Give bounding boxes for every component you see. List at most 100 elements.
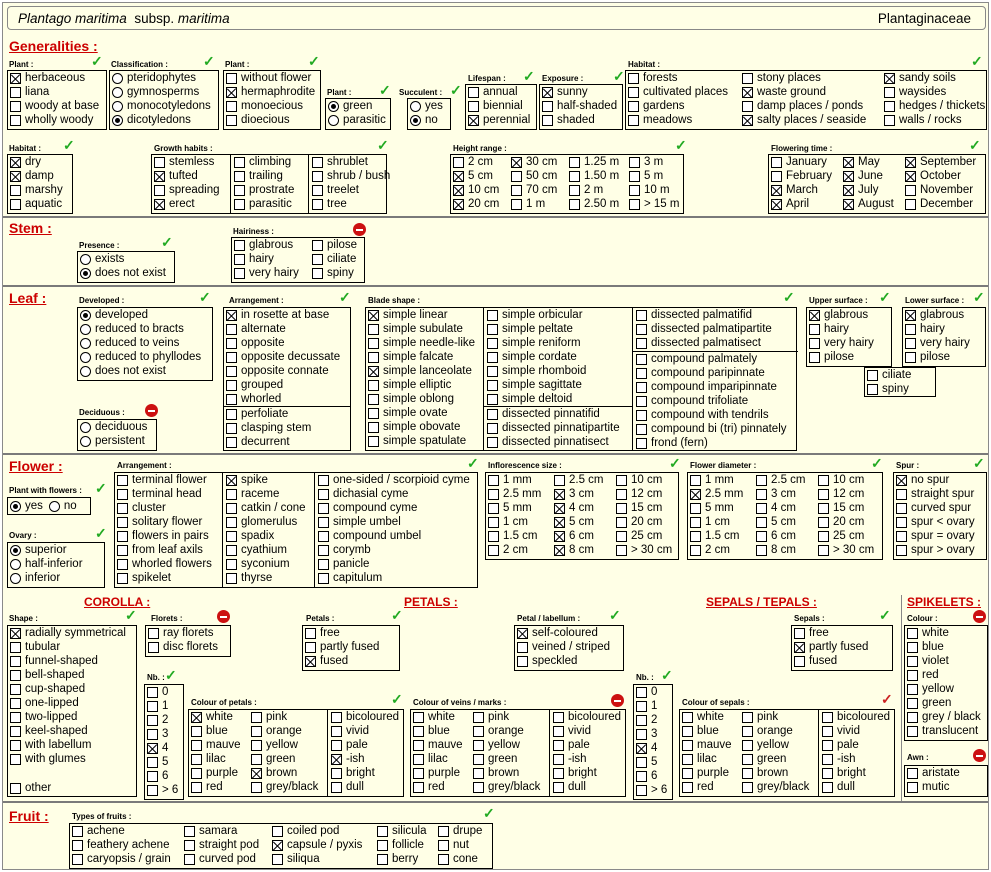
checkbox[interactable]	[368, 421, 379, 433]
checkbox[interactable]	[636, 423, 647, 435]
option-l-arr1[interactable]: whorled	[224, 392, 340, 406]
checkbox[interactable]	[907, 697, 918, 709]
checkbox[interactable]	[884, 114, 895, 126]
checkbox[interactable]	[616, 502, 627, 514]
checkbox[interactable]	[438, 825, 449, 837]
option-l-b3a[interactable]: dissected palmatifid	[634, 308, 772, 322]
checkbox[interactable]	[305, 655, 316, 667]
option-l-b2a[interactable]: simple sagittate	[485, 378, 586, 392]
checkbox[interactable]	[368, 309, 379, 321]
checkbox[interactable]	[756, 544, 767, 556]
checkbox[interactable]	[226, 100, 237, 112]
checkbox[interactable]	[331, 781, 342, 793]
checkbox[interactable]	[117, 558, 128, 570]
option-l-b2a[interactable]: simple rhomboid	[485, 364, 586, 378]
checkbox[interactable]	[117, 572, 128, 584]
option-f-d3[interactable]: > 30 cm	[816, 543, 874, 557]
option-l-dev[interactable]: reduced to veins	[78, 336, 212, 350]
checkbox[interactable]	[72, 839, 83, 851]
option-g-hab1a[interactable]: cultivated places	[626, 85, 728, 99]
option-g-gr2[interactable]: trailing	[232, 169, 294, 183]
option-c-nb[interactable]: 1	[145, 699, 183, 713]
option-e-c1[interactable]: lilac	[680, 752, 732, 766]
checkbox[interactable]	[682, 753, 693, 765]
checkbox[interactable]	[226, 572, 237, 584]
checkbox[interactable]	[629, 198, 640, 210]
option-f-a1[interactable]: terminal head	[115, 487, 212, 501]
radio-button[interactable]	[80, 253, 91, 265]
checkbox[interactable]	[756, 488, 767, 500]
option-v-c3[interactable]: -ish	[551, 752, 621, 766]
checkbox[interactable]	[184, 853, 195, 865]
option-g-h1[interactable]: 2 cm	[451, 155, 499, 169]
checkbox[interactable]	[636, 700, 647, 712]
checkbox[interactable]	[818, 530, 829, 542]
option-f-i1[interactable]: 1 cm	[486, 515, 541, 529]
option-l-cs[interactable]: spiny	[865, 382, 935, 396]
option-e-nb[interactable]: 2	[634, 713, 672, 727]
option-l-dec[interactable]: persistent	[78, 434, 156, 448]
checkbox[interactable]	[148, 641, 159, 653]
option-e-c3[interactable]: vivid	[820, 724, 890, 738]
checkbox[interactable]	[184, 825, 195, 837]
option-g-succ[interactable]: yes	[408, 99, 450, 113]
checkbox[interactable]	[636, 381, 647, 393]
option-e-c3[interactable]: -ish	[820, 752, 890, 766]
checkbox[interactable]	[511, 198, 522, 210]
checkbox[interactable]	[251, 781, 262, 793]
checkbox[interactable]	[10, 627, 21, 639]
option-g-expo[interactable]: half-shaded	[540, 99, 622, 113]
option-e-nb[interactable]: 6	[634, 769, 672, 783]
checkbox[interactable]	[147, 686, 158, 698]
option-e-nb[interactable]: 0	[634, 685, 672, 699]
option-p-c2[interactable]: green	[249, 752, 318, 766]
option-s-hair1[interactable]: very hairy	[232, 266, 299, 280]
checkbox[interactable]	[907, 767, 918, 779]
option-c-shape[interactable]: cup-shaped	[8, 682, 126, 696]
option-fr2[interactable]: curved pod	[182, 852, 259, 866]
checkbox[interactable]	[636, 728, 647, 740]
option-l-arr2[interactable]: decurrent	[224, 435, 311, 449]
option-l-b3b[interactable]: compound trifoliate	[634, 394, 787, 408]
option-f-a2[interactable]: syconium	[224, 557, 306, 571]
option-g-class[interactable]: pteridophytes	[110, 71, 218, 85]
option-f-i2[interactable]: 5 cm	[552, 515, 604, 529]
option-v-c3[interactable]: dull	[551, 780, 621, 794]
radio-button[interactable]	[80, 351, 91, 363]
option-fr1[interactable]: feathery achene	[70, 838, 171, 852]
checkbox[interactable]	[907, 627, 918, 639]
option-v-c2[interactable]: orange	[471, 724, 540, 738]
option-l-b2b[interactable]: dissected pinnatisect	[485, 435, 620, 449]
option-f-d3[interactable]: 15 cm	[816, 501, 874, 515]
checkbox[interactable]	[636, 337, 647, 349]
option-p-petals[interactable]: free	[303, 626, 399, 640]
option-c-shape[interactable]: tubular	[8, 640, 126, 654]
checkbox[interactable]	[226, 408, 237, 420]
option-e-c1[interactable]: blue	[680, 724, 732, 738]
option-s-hair1[interactable]: hairy	[232, 252, 299, 266]
checkbox[interactable]	[487, 379, 498, 391]
option-f-d2[interactable]: 4 cm	[754, 501, 806, 515]
option-k-col[interactable]: violet	[905, 654, 987, 668]
option-g-hab2[interactable]: dry	[8, 155, 72, 169]
option-g-class[interactable]: monocotyledons	[110, 99, 218, 113]
option-e-c1[interactable]: purple	[680, 766, 732, 780]
checkbox[interactable]	[312, 239, 323, 251]
checkbox[interactable]	[226, 379, 237, 391]
option-f-i2[interactable]: 2.5 cm	[552, 473, 604, 487]
option-f-i1[interactable]: 2 cm	[486, 543, 541, 557]
checkbox[interactable]	[226, 365, 237, 377]
checkbox[interactable]	[488, 516, 499, 528]
option-f-a3[interactable]: dichasial cyme	[316, 487, 470, 501]
option-v-c2[interactable]: grey/black	[471, 780, 540, 794]
option-l-low[interactable]: pilose	[903, 350, 985, 364]
checkbox[interactable]	[331, 753, 342, 765]
checkbox[interactable]	[10, 753, 21, 765]
option-g-f2[interactable]: June	[841, 169, 894, 183]
checkbox[interactable]	[907, 641, 918, 653]
option-l-b3b[interactable]: frond (fern)	[634, 436, 787, 450]
checkbox[interactable]	[905, 156, 916, 168]
option-f-i3[interactable]: 25 cm	[614, 529, 672, 543]
option-l-b1[interactable]: simple falcate	[366, 350, 475, 364]
option-g-gr3[interactable]: shrub / bush	[310, 169, 390, 183]
